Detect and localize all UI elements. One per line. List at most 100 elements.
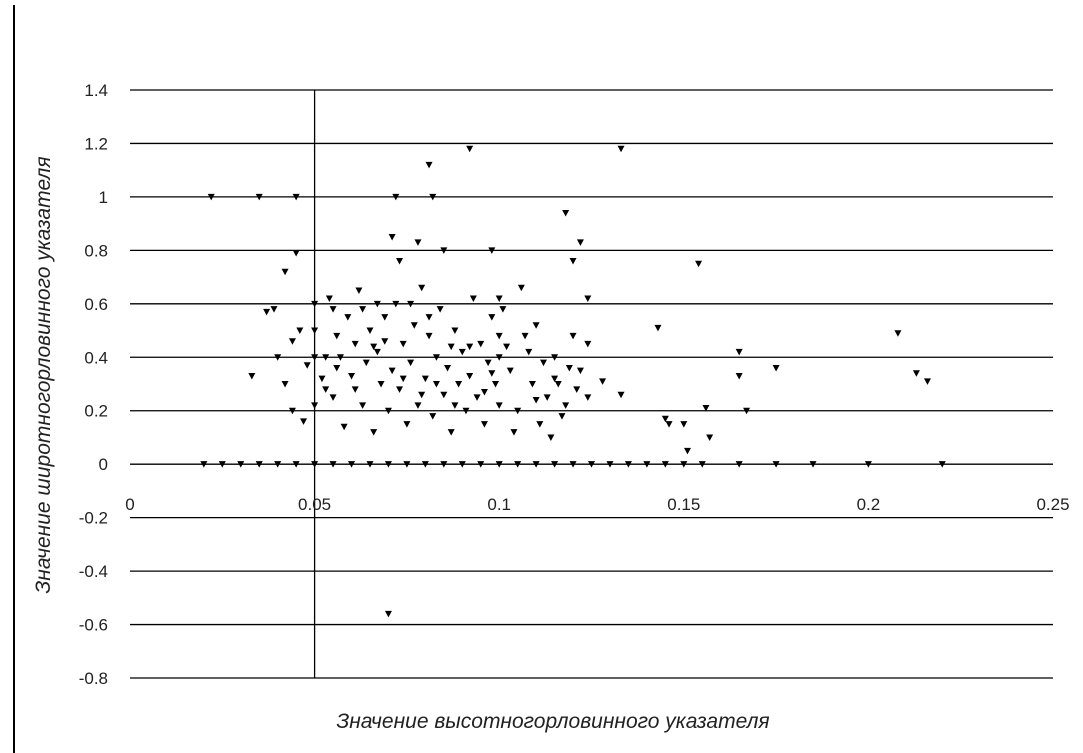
data-point bbox=[588, 461, 595, 468]
data-point bbox=[584, 295, 592, 302]
data-point bbox=[680, 461, 688, 468]
data-point bbox=[735, 348, 743, 356]
data-point bbox=[683, 447, 691, 455]
data-point bbox=[554, 381, 562, 388]
y-tick-label: 1.2 bbox=[84, 134, 108, 153]
data-point bbox=[281, 381, 289, 388]
data-point bbox=[532, 322, 540, 329]
y-tick-label: 0.8 bbox=[84, 241, 108, 260]
data-point bbox=[440, 247, 448, 254]
data-point bbox=[569, 332, 577, 340]
data-point bbox=[599, 378, 607, 385]
data-point bbox=[569, 258, 577, 265]
data-point bbox=[495, 295, 503, 302]
data-point bbox=[488, 314, 496, 321]
data-point bbox=[359, 306, 367, 313]
data-point bbox=[392, 300, 400, 308]
data-point bbox=[584, 394, 592, 401]
data-point bbox=[665, 421, 673, 428]
data-point bbox=[495, 332, 503, 340]
data-point bbox=[292, 250, 300, 257]
data-point bbox=[532, 397, 540, 404]
data-point bbox=[370, 343, 378, 351]
data-points bbox=[200, 145, 946, 618]
data-point bbox=[503, 343, 511, 351]
data-point bbox=[218, 461, 226, 468]
data-point bbox=[336, 354, 344, 361]
data-point bbox=[484, 359, 492, 367]
data-point bbox=[532, 461, 540, 468]
data-point bbox=[562, 209, 570, 217]
data-point bbox=[384, 461, 392, 468]
data-point bbox=[543, 394, 551, 401]
y-tick-label: -0.8 bbox=[79, 669, 108, 688]
data-point bbox=[447, 343, 455, 351]
data-point bbox=[255, 461, 263, 468]
data-point bbox=[462, 407, 470, 415]
y-tick-label: 0.2 bbox=[84, 402, 108, 421]
data-point bbox=[396, 386, 404, 393]
data-point bbox=[551, 461, 559, 468]
data-point bbox=[432, 354, 440, 361]
x-tick-label: 0.2 bbox=[857, 495, 881, 514]
data-point bbox=[772, 364, 780, 372]
data-point bbox=[510, 429, 518, 436]
data-point bbox=[772, 461, 780, 468]
data-point bbox=[392, 193, 400, 201]
y-tick-label: 1.4 bbox=[84, 81, 108, 100]
data-point bbox=[414, 402, 422, 409]
y-tick-label: 0.4 bbox=[84, 348, 108, 367]
data-point bbox=[569, 461, 577, 468]
data-point bbox=[536, 421, 544, 428]
data-point bbox=[322, 354, 330, 361]
data-point bbox=[311, 461, 319, 468]
y-axis-title: Значение широтногорловинного указателя bbox=[32, 156, 55, 593]
data-point bbox=[528, 381, 536, 388]
data-point bbox=[923, 378, 931, 385]
data-point bbox=[488, 370, 496, 377]
data-point bbox=[458, 348, 466, 356]
data-point bbox=[311, 300, 319, 308]
data-point bbox=[455, 381, 463, 388]
data-point bbox=[492, 381, 500, 388]
data-point bbox=[292, 461, 300, 468]
data-point bbox=[388, 234, 396, 241]
data-point bbox=[373, 348, 381, 356]
data-point bbox=[440, 391, 448, 399]
data-point bbox=[488, 247, 496, 254]
data-point bbox=[396, 258, 404, 265]
data-point bbox=[381, 338, 389, 345]
data-point bbox=[558, 413, 566, 420]
data-point bbox=[388, 367, 396, 375]
data-point bbox=[499, 306, 507, 313]
y-tick-label: -0.6 bbox=[79, 616, 108, 635]
data-point bbox=[403, 461, 411, 468]
data-point bbox=[735, 461, 743, 468]
data-point bbox=[617, 145, 625, 153]
data-point bbox=[373, 300, 381, 308]
data-point bbox=[436, 306, 444, 313]
data-point bbox=[425, 314, 433, 321]
data-point bbox=[399, 375, 407, 383]
data-point bbox=[429, 413, 437, 420]
data-point bbox=[296, 327, 304, 335]
data-point bbox=[351, 386, 359, 393]
x-tick-label: 0.25 bbox=[1036, 495, 1069, 514]
data-point bbox=[680, 421, 688, 428]
data-point bbox=[606, 461, 614, 468]
data-point bbox=[540, 359, 548, 367]
data-point bbox=[661, 415, 669, 423]
data-point bbox=[654, 324, 662, 332]
data-point bbox=[521, 332, 529, 340]
x-tick-label: 0 bbox=[125, 495, 134, 514]
data-point bbox=[466, 145, 474, 153]
data-point bbox=[514, 461, 522, 468]
data-point bbox=[624, 461, 632, 468]
data-point bbox=[514, 407, 522, 415]
data-point bbox=[366, 461, 374, 468]
data-point bbox=[322, 386, 330, 393]
data-point bbox=[551, 354, 559, 361]
data-point bbox=[329, 461, 337, 468]
data-point bbox=[329, 306, 337, 313]
data-point bbox=[702, 405, 710, 412]
